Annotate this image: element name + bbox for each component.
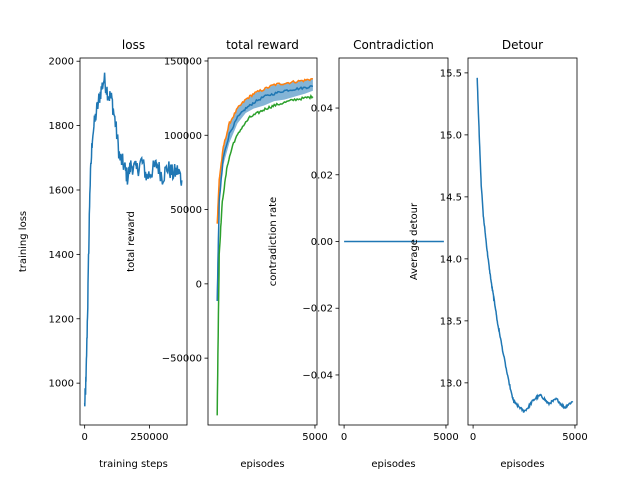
y-axis-label: total reward bbox=[126, 211, 137, 272]
y-tick-label: 0.00 bbox=[311, 237, 333, 248]
x-tick-label: 0 bbox=[341, 432, 347, 443]
x-axis-label: episodes bbox=[371, 459, 415, 470]
series-line-2 bbox=[216, 93, 314, 416]
chart-title: loss bbox=[122, 38, 145, 52]
series-line-0 bbox=[83, 72, 183, 407]
y-tick-label: 14.5 bbox=[440, 192, 462, 203]
subplot-3: 0 5000 13.0 13.5 14.0 14.5 15.0 15.5 Detour episo… bbox=[409, 38, 588, 470]
plot-area bbox=[476, 77, 574, 413]
subplot-0: 0 250000 1000 1200 1400 1600 1800 2000 loss train… bbox=[18, 38, 188, 470]
plot-area bbox=[216, 78, 314, 416]
chart-title: Contradiction bbox=[353, 38, 434, 52]
x-tick-label: 5000 bbox=[562, 432, 587, 443]
y-tick-label: 13.5 bbox=[440, 316, 462, 327]
y-tick-label: 13.0 bbox=[440, 378, 462, 389]
chart-title: Detour bbox=[502, 38, 543, 52]
axes-frame bbox=[79, 57, 188, 426]
x-tick-label: 250000 bbox=[130, 432, 168, 443]
y-tick-label: −0.02 bbox=[302, 304, 333, 315]
x-tick-label: 5000 bbox=[433, 432, 458, 443]
series-line-0 bbox=[476, 77, 574, 413]
axes-frame bbox=[207, 57, 318, 426]
y-tick-label: 150000 bbox=[164, 56, 202, 67]
x-tick-label: 5000 bbox=[302, 432, 327, 443]
y-tick-label: 1800 bbox=[49, 121, 74, 132]
confidence-band bbox=[217, 78, 313, 225]
x-axis-label: episodes bbox=[500, 459, 544, 470]
y-tick-label: 100000 bbox=[164, 131, 202, 142]
y-tick-label: 1400 bbox=[49, 250, 74, 261]
y-axis-label: training loss bbox=[18, 211, 29, 272]
y-tick-label: 15.5 bbox=[440, 68, 462, 79]
x-axis-label: training steps bbox=[99, 459, 168, 470]
series-line-1 bbox=[216, 84, 313, 302]
y-tick-label: −0.04 bbox=[302, 370, 333, 381]
y-tick-label: 2000 bbox=[49, 57, 74, 68]
y-tick-label: 1600 bbox=[49, 185, 74, 196]
y-tick-label: 0 bbox=[196, 279, 202, 290]
y-tick-label: 1000 bbox=[49, 379, 74, 390]
y-tick-label: 1200 bbox=[49, 314, 74, 325]
subplot-2: 0 5000 −0.04 −0.02 0.00 0.02 0.04 Contradiction… bbox=[268, 38, 459, 470]
y-tick-label: 14.0 bbox=[440, 254, 462, 265]
x-tick-label: 0 bbox=[470, 432, 476, 443]
y-axis-label: Average detour bbox=[409, 202, 420, 280]
y-axis-label: contradiction rate bbox=[268, 197, 279, 286]
x-tick-label: 0 bbox=[81, 432, 87, 443]
chart-title: total reward bbox=[226, 38, 299, 52]
y-tick-label: 50000 bbox=[170, 205, 202, 216]
plot-area bbox=[83, 72, 183, 407]
y-tick-label: −50000 bbox=[162, 354, 202, 365]
subplot-1: 5000 −50000 0 50000 100000 150000 total reward… bbox=[126, 38, 328, 470]
y-tick-label: 0.04 bbox=[311, 104, 333, 115]
series-line-0 bbox=[216, 78, 313, 224]
axes-frame bbox=[467, 57, 578, 426]
x-axis-label: episodes bbox=[240, 459, 284, 470]
y-tick-label: 15.0 bbox=[440, 130, 462, 141]
y-tick-label: 0.02 bbox=[311, 170, 333, 181]
